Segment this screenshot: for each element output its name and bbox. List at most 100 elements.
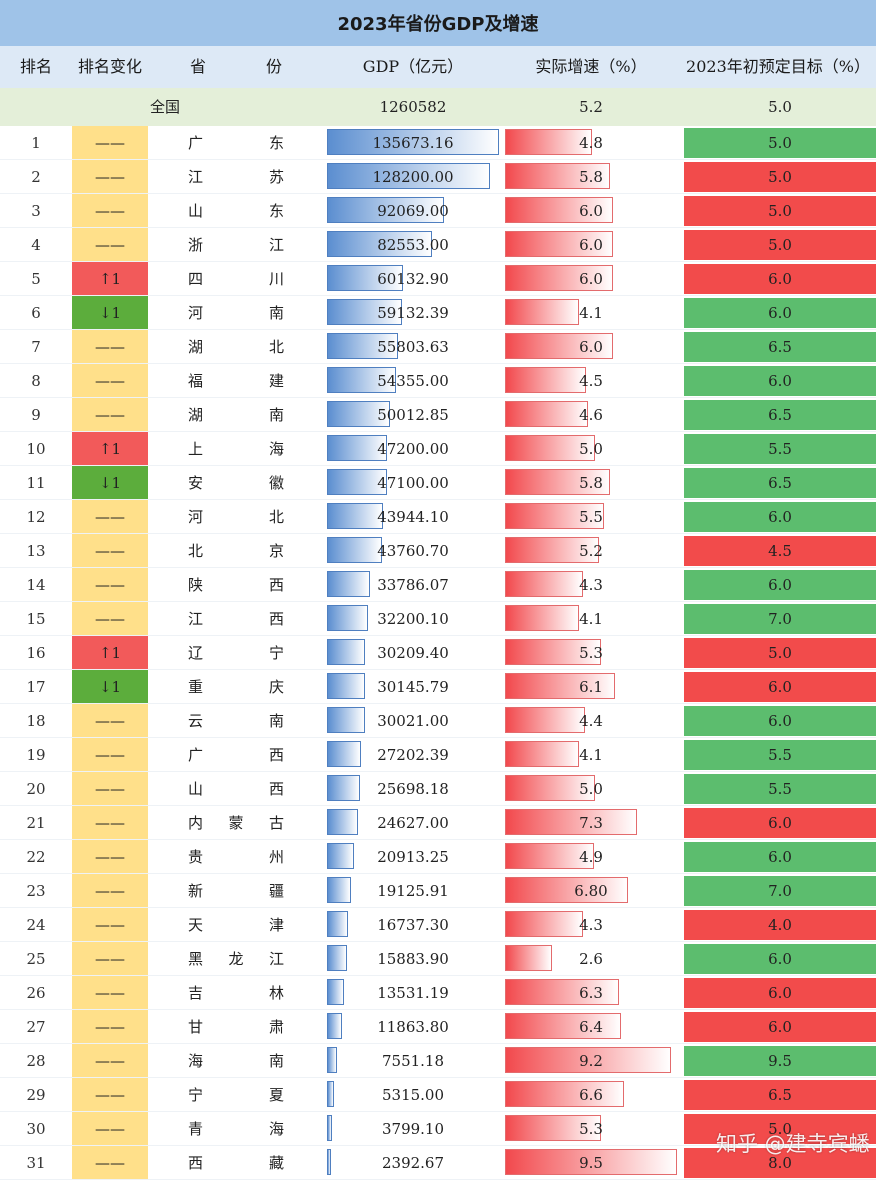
rank-change-cell: ↑1 — [72, 636, 148, 670]
gdp-bar — [327, 333, 398, 359]
gdp-cell: 27202.39 — [324, 738, 502, 772]
rank-cell: 25 — [26, 950, 46, 968]
table-row: 23 —— 新疆 19125.91 6.80 7.0 — [0, 874, 876, 908]
province-char: 浙 — [188, 236, 204, 254]
province-char: 疆 — [268, 882, 284, 900]
gdp-value: 59132.39 — [377, 304, 449, 322]
province-char: 重 — [188, 678, 204, 696]
growth-cell: 5.0 — [502, 772, 680, 806]
header-growth: 实际增速（%） — [535, 57, 647, 76]
growth-bar — [505, 231, 613, 257]
table-row: 27 —— 甘肃 11863.80 6.4 6.0 — [0, 1010, 876, 1044]
gdp-value: 15883.90 — [377, 950, 449, 968]
gdp-bar — [327, 1149, 331, 1175]
growth-value: 9.5 — [579, 1154, 603, 1172]
province-cell: 河南 — [150, 296, 322, 330]
row-divider — [0, 567, 876, 568]
rank-change-cell: —— — [72, 1146, 148, 1180]
gdp-cell: 11863.80 — [324, 1010, 502, 1044]
table-row: 10 ↑1 上海 47200.00 5.0 5.5 — [0, 432, 876, 466]
row-divider — [0, 635, 876, 636]
province-char: 夏 — [268, 1086, 284, 1104]
province-cell: 山西 — [150, 772, 322, 806]
gdp-bar — [327, 877, 351, 903]
target-cell: 6.0 — [684, 296, 876, 330]
growth-value: 6.0 — [579, 338, 603, 356]
row-divider — [0, 737, 876, 738]
gdp-value: 43760.70 — [377, 542, 449, 560]
rank-cell: 1 — [31, 134, 41, 152]
rank-cell: 2 — [31, 168, 41, 186]
gdp-value: 128200.00 — [372, 168, 454, 186]
gdp-cell: 55803.63 — [324, 330, 502, 364]
growth-bar — [505, 1149, 677, 1175]
growth-cell: 4.3 — [502, 908, 680, 942]
row-divider — [0, 227, 876, 228]
province-char: 辽 — [188, 644, 204, 662]
gdp-cell: 60132.90 — [324, 262, 502, 296]
gdp-bar — [327, 197, 444, 223]
growth-value: 4.5 — [579, 372, 603, 390]
growth-bar — [505, 469, 610, 495]
province-char: 江 — [268, 950, 284, 968]
table-row: 5 ↑1 四川 60132.90 6.0 6.0 — [0, 262, 876, 296]
row-divider — [0, 1043, 876, 1044]
growth-value: 6.0 — [579, 202, 603, 220]
target-value: 5.5 — [684, 774, 876, 804]
growth-cell: 4.8 — [502, 126, 680, 160]
rank-change-cell: —— — [72, 160, 148, 194]
row-divider — [0, 261, 876, 262]
province-char: 天 — [188, 916, 204, 934]
gdp-value: 30145.79 — [377, 678, 449, 696]
gdp-cell: 30209.40 — [324, 636, 502, 670]
gdp-value: 60132.90 — [377, 270, 449, 288]
growth-bar — [505, 673, 615, 699]
rank-change-cell: ↓1 — [72, 296, 148, 330]
table-row: 24 —— 天津 16737.30 4.3 4.0 — [0, 908, 876, 942]
growth-bar — [505, 401, 588, 427]
growth-value: 5.0 — [579, 440, 603, 458]
gdp-value: 27202.39 — [377, 746, 449, 764]
table-row: 2 —— 江苏 128200.00 5.8 5.0 — [0, 160, 876, 194]
growth-value: 9.2 — [579, 1052, 603, 1070]
header-province-b: 份 — [265, 57, 282, 76]
province-char: 河 — [188, 304, 204, 322]
rank-cell: 18 — [26, 712, 46, 730]
gdp-cell: 47200.00 — [324, 432, 502, 466]
gdp-bar — [327, 945, 347, 971]
gdp-value: 32200.10 — [377, 610, 449, 628]
rank-cell: 5 — [31, 270, 41, 288]
gdp-value: 3799.10 — [381, 1120, 445, 1138]
growth-cell: 4.6 — [502, 398, 680, 432]
gdp-value: 25698.18 — [377, 780, 449, 798]
gdp-bar — [327, 571, 370, 597]
gdp-cell: 2392.67 — [324, 1146, 502, 1180]
table-row: 15 —— 江西 32200.10 4.1 7.0 — [0, 602, 876, 636]
rank-change-cell: —— — [72, 738, 148, 772]
gdp-bar — [327, 163, 490, 189]
target-value: 6.5 — [684, 332, 876, 362]
rank-cell: 29 — [26, 1086, 46, 1104]
target-value: 4.5 — [684, 536, 876, 566]
province-char: 建 — [268, 372, 284, 390]
province-char: 河 — [188, 508, 204, 526]
rank-change-cell: —— — [72, 398, 148, 432]
target-value: 6.0 — [684, 298, 876, 328]
gdp-bar — [327, 401, 390, 427]
target-value: 5.0 — [684, 638, 876, 668]
target-value: 5.0 — [684, 128, 876, 158]
target-cell: 6.0 — [684, 806, 876, 840]
target-value: 6.5 — [684, 400, 876, 430]
rank-cell: 9 — [31, 406, 41, 424]
gdp-value: 54355.00 — [377, 372, 449, 390]
growth-cell: 6.3 — [502, 976, 680, 1010]
rank-change-cell: —— — [72, 534, 148, 568]
table-title: 2023年省份GDP及增速 — [0, 0, 876, 46]
province-char: 贵 — [188, 848, 204, 866]
growth-cell: 6.0 — [502, 194, 680, 228]
growth-value: 4.3 — [579, 576, 603, 594]
row-divider — [0, 193, 876, 194]
national-gdp: 1260582 — [379, 98, 447, 116]
table-row: 18 —— 云南 30021.00 4.4 6.0 — [0, 704, 876, 738]
gdp-bar — [327, 707, 365, 733]
